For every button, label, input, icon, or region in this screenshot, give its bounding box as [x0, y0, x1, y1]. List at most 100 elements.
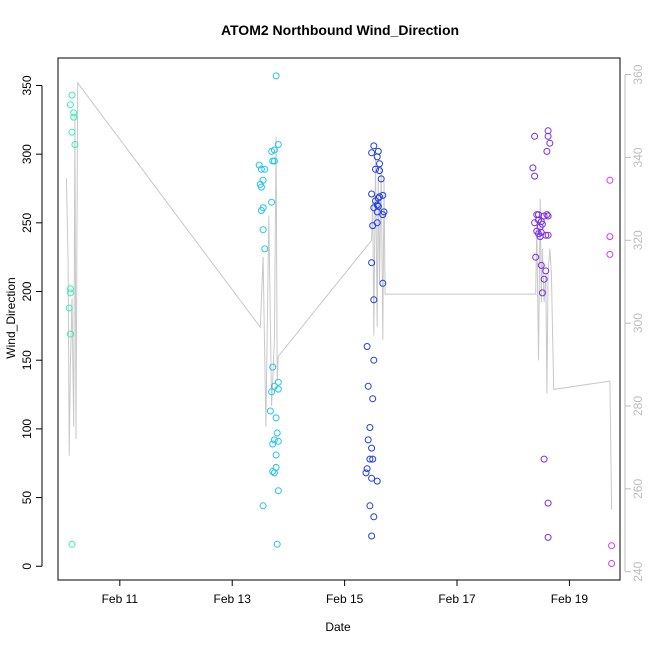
data-point-2-16 [373, 208, 381, 216]
data-point-2-31 [366, 455, 374, 463]
secondary-line-layer [65, 81, 613, 510]
data-point-1-18 [274, 378, 282, 386]
data-point-2-35 [368, 474, 376, 482]
data-point-1-26 [274, 437, 282, 445]
data-point-3-11 [544, 212, 552, 220]
data-point-1-28 [272, 451, 280, 459]
data-point-3-26 [540, 275, 548, 283]
data-point-3-23 [532, 253, 540, 261]
chart-title: ATOM2 Northbound Wind_Direction [221, 22, 459, 38]
data-point-2-26 [364, 382, 372, 390]
data-point-2-7 [377, 175, 385, 183]
data-point-1-7 [257, 165, 265, 173]
data-point-3-30 [544, 533, 552, 541]
data-point-2-23 [370, 296, 378, 304]
data-point-1-3 [268, 147, 276, 155]
bottom-tick-label: Feb 15 [326, 592, 364, 606]
data-point-2-29 [364, 436, 372, 444]
bottom-axis: Feb 11 Feb 13 Feb 15 Feb 17 Feb 19 [102, 579, 589, 606]
data-point-0-4 [68, 128, 76, 136]
left-tick-label: 350 [20, 75, 34, 95]
data-point-0-3 [70, 113, 78, 121]
data-point-0-5 [71, 141, 79, 148]
data-point-0-8 [65, 304, 73, 312]
data-point-2-21 [368, 259, 376, 267]
left-tick-label: 250 [20, 213, 34, 233]
data-point-1-14 [257, 207, 265, 214]
data-point-3-6 [531, 172, 539, 180]
right-tick-label: 280 [631, 396, 645, 416]
data-point-3-3 [546, 139, 554, 147]
data-point-3-5 [529, 164, 537, 172]
left-tick-label: 300 [20, 144, 34, 164]
data-point-2-36 [373, 477, 381, 485]
data-point-0-10 [68, 540, 76, 548]
bottom-tick-label: Feb 13 [214, 592, 252, 606]
data-point-0-1 [66, 101, 74, 109]
data-point-3-25 [542, 267, 550, 275]
data-point-2-32 [369, 455, 377, 463]
data-point-2-10 [379, 191, 387, 199]
data-point-3-28 [540, 455, 548, 463]
data-point-2-8 [368, 190, 376, 198]
data-point-1-23 [272, 414, 280, 422]
data-point-1-12 [268, 198, 276, 206]
points-layer [65, 72, 616, 567]
data-point-2-34 [362, 469, 370, 477]
data-point-2-37 [366, 502, 374, 510]
right-tick-label: 320 [631, 230, 645, 250]
data-point-2-39 [368, 532, 376, 540]
plot-frame [57, 57, 621, 581]
data-point-2-24 [363, 343, 371, 350]
data-point-2-38 [370, 513, 378, 521]
data-point-1-30 [269, 468, 277, 475]
data-point-2-15 [370, 204, 378, 212]
data-point-1-31 [270, 469, 278, 477]
data-point-1-21 [268, 388, 276, 396]
data-point-1-32 [274, 487, 282, 495]
x-axis-label: Date [325, 620, 351, 634]
data-point-2-20 [369, 222, 377, 230]
data-point-3-4 [543, 147, 551, 155]
data-point-2-27 [369, 395, 377, 403]
data-point-1-33 [259, 502, 267, 510]
data-point-2-0 [370, 142, 378, 150]
y-axis-label: Wind_Direction [4, 277, 18, 358]
data-point-2-3 [373, 153, 381, 161]
data-point-1-25 [270, 436, 278, 444]
data-point-3-22 [544, 231, 552, 239]
data-point-3-27 [538, 289, 546, 297]
right-tick-label: 300 [631, 313, 645, 333]
left-tick-label: 100 [20, 419, 34, 439]
data-point-1-20 [274, 385, 282, 393]
data-point-1-34 [273, 540, 281, 548]
data-point-4-0 [606, 176, 614, 184]
bottom-tick-label: Feb 17 [438, 592, 476, 606]
left-tick-label: 150 [20, 350, 34, 370]
data-point-2-30 [368, 444, 376, 452]
data-point-2-25 [370, 356, 378, 364]
data-point-3-24 [537, 261, 545, 269]
data-point-3-21 [536, 233, 544, 241]
secondary-series-line [65, 81, 613, 510]
data-point-1-15 [259, 226, 267, 234]
data-point-0-9 [66, 330, 74, 338]
left-tick-label: 50 [20, 491, 34, 505]
data-point-0-6 [66, 285, 74, 293]
data-point-2-1 [368, 149, 376, 157]
data-point-3-29 [544, 499, 552, 507]
data-point-4-2 [606, 250, 614, 258]
left-tick-label: 0 [20, 563, 34, 570]
data-point-1-16 [261, 245, 269, 253]
data-point-1-6 [255, 161, 263, 169]
data-point-1-5 [270, 157, 278, 165]
right-tick-label: 260 [631, 479, 645, 499]
data-point-2-11 [376, 193, 383, 201]
bottom-tick-label: Feb 19 [551, 592, 589, 606]
data-point-1-0 [272, 72, 280, 80]
data-point-1-17 [269, 363, 277, 371]
right-axis: 240 260 280 300 320 340 360 [624, 64, 645, 582]
data-point-2-28 [366, 424, 374, 431]
data-point-2-33 [363, 465, 371, 473]
